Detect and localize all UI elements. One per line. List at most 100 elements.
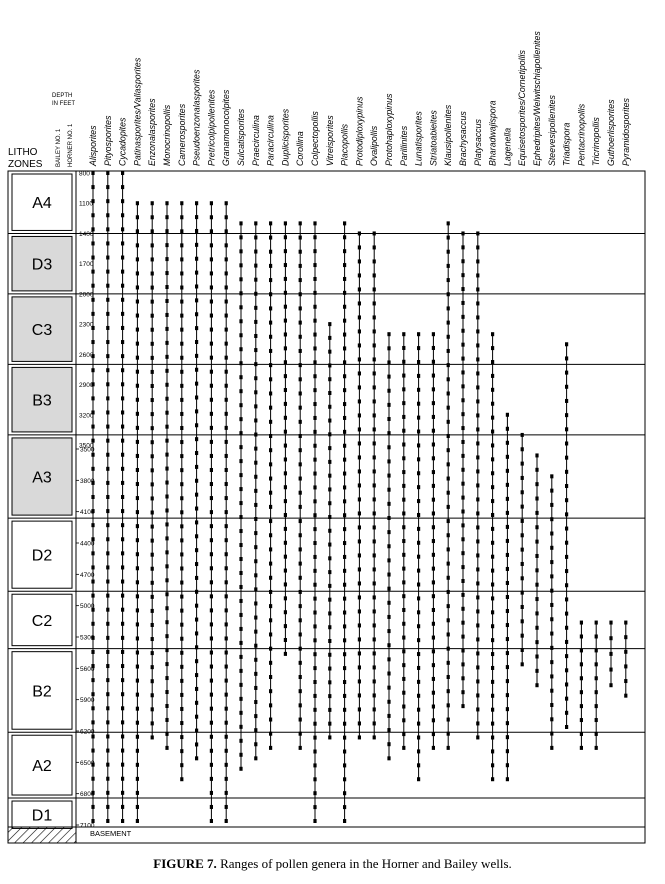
occurrence-mark (195, 423, 199, 428)
occurrence-mark (417, 554, 421, 559)
occurrence-mark (476, 595, 480, 600)
occurrence-mark (298, 476, 302, 481)
occurrence-mark (269, 377, 273, 382)
zone-label: A4 (32, 195, 52, 212)
occurrence-mark (239, 375, 243, 380)
occurrence-mark (195, 270, 199, 275)
occurrence-mark (195, 353, 199, 358)
occurrence-mark (313, 568, 317, 573)
horner-well-label: HORNER NO. 1 (68, 123, 74, 167)
occurrence-mark (446, 689, 450, 694)
genus-label: Vitreisporites (325, 115, 335, 166)
occurrence-mark (372, 329, 376, 334)
occurrence-mark (565, 668, 569, 673)
occurrence-mark (387, 374, 391, 379)
occurrence-mark (402, 359, 406, 364)
occurrence-mark (313, 485, 317, 490)
occurrence-mark (91, 452, 95, 457)
occurrence-mark (491, 401, 495, 406)
occurrence-mark (195, 700, 199, 705)
occurrence-mark (431, 594, 435, 599)
occurrence-mark (106, 706, 110, 711)
occurrence-mark (446, 448, 450, 453)
occurrence-mark (224, 748, 228, 753)
occurrence-mark (505, 552, 509, 557)
occurrence-mark (269, 575, 273, 580)
occurrence-mark (121, 551, 125, 556)
occurrence-mark (195, 409, 199, 414)
occurrence-mark (121, 509, 125, 514)
occurrence-mark (372, 553, 376, 558)
occurrence-mark (298, 717, 302, 722)
occurrence-mark (150, 412, 154, 417)
occurrence-mark (476, 413, 480, 418)
occurrence-mark (372, 413, 376, 418)
occurrence-mark (417, 457, 421, 462)
occurrence-mark (269, 561, 273, 566)
occurrence-mark (150, 496, 154, 501)
bailey-depth-axis: 800 1100 1400 1700 2000 2300 2600 2900 3200 3500 (79, 171, 94, 450)
occurrence-mark (298, 235, 302, 240)
zone-box (11, 366, 73, 433)
occurrence-mark (476, 525, 480, 530)
occurrence-mark (224, 215, 228, 220)
occurrence-mark (283, 360, 287, 365)
occurrence-mark (609, 636, 613, 641)
horner-depth-tick: 6200 (80, 729, 95, 736)
occurrence-mark (269, 589, 273, 594)
occurrence-mark (328, 666, 332, 671)
horner-depth-tick: 5900 (80, 697, 95, 704)
occurrence-mark (550, 588, 554, 593)
occurrence-mark (609, 651, 613, 656)
occurrence-mark (269, 689, 273, 694)
occurrence-mark (446, 476, 450, 481)
horner-depth-tick: 5600 (80, 666, 95, 673)
occurrence-mark (195, 714, 199, 719)
occurrence-mark (269, 604, 273, 609)
occurrence-mark (298, 249, 302, 254)
occurrence-mark (195, 340, 199, 344)
bailey-depth-tick: 2600 (79, 352, 94, 359)
occurrence-mark (298, 547, 302, 552)
occurrence-mark (135, 425, 139, 430)
occurrence-mark (431, 359, 435, 364)
occurrence-mark (402, 414, 406, 419)
occurrence-mark (91, 199, 95, 204)
occurrence-mark (283, 638, 287, 643)
occurrence-mark (135, 467, 139, 472)
occurrence-mark (180, 692, 184, 697)
occurrence-mark (461, 467, 465, 472)
occurrence-mark (180, 496, 184, 501)
occurrence-mark (431, 607, 435, 612)
occurrence-mark (372, 287, 376, 292)
caption-text: Ranges of pollen genera in the Horner an… (216, 856, 512, 871)
occurrence-mark (387, 572, 391, 577)
occurrence-mark (224, 383, 228, 388)
occurrence-mark (106, 664, 110, 669)
occurrence-mark (328, 570, 332, 575)
occurrence-mark (150, 594, 154, 599)
genus-label: Steevesipollenites (547, 94, 557, 166)
occurrence-mark (298, 405, 302, 410)
zone-label: B2 (32, 683, 52, 700)
occurrence-mark (195, 756, 199, 761)
occurrence-mark (446, 235, 450, 240)
occurrence-mark (343, 596, 347, 601)
occurrence-mark (624, 664, 628, 669)
occurrence-mark (135, 482, 139, 487)
occurrence-mark (224, 622, 228, 627)
occurrence-mark (387, 600, 391, 605)
occurrence-mark (121, 593, 125, 598)
occurrence-mark (461, 634, 465, 639)
occurrence-mark (520, 619, 524, 624)
occurrence-mark (328, 432, 332, 437)
occurrence-mark (121, 537, 125, 542)
occurrence-mark (313, 513, 317, 518)
occurrence-mark (165, 620, 169, 625)
occurrence-mark (343, 318, 347, 323)
occurrence-mark (446, 589, 450, 594)
occurrence-mark (417, 568, 421, 573)
occurrence-mark (106, 213, 110, 218)
occurrence-mark (491, 485, 495, 490)
occurrence-mark (417, 540, 421, 545)
